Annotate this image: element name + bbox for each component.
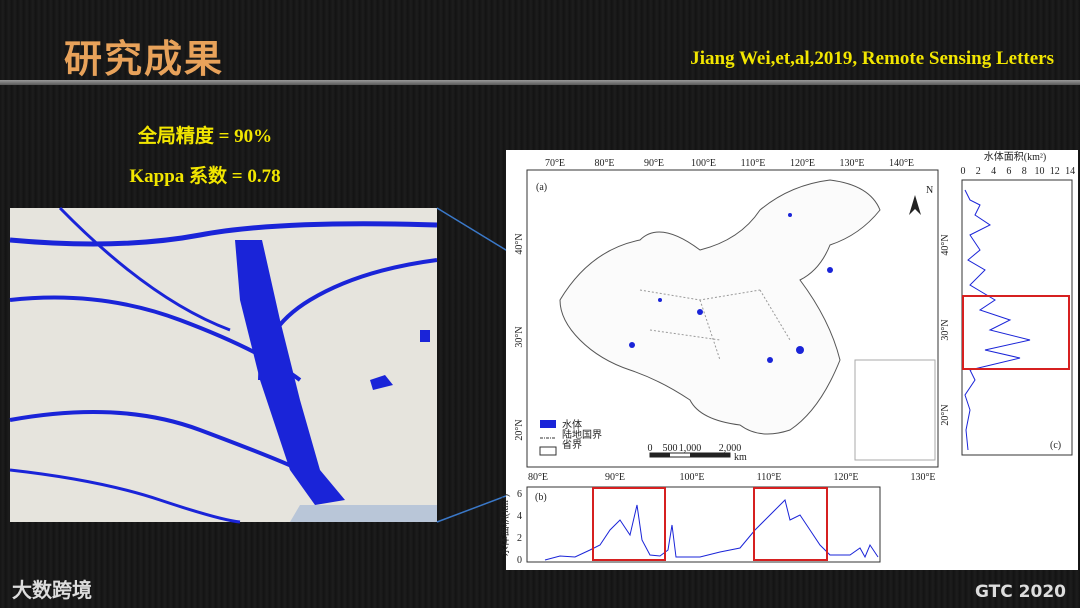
lat-label: 20°N: [514, 419, 525, 440]
china-outline: [559, 179, 881, 435]
lon-label: 80°E: [528, 472, 548, 483]
axis-label: 水体面积(km²): [499, 494, 511, 556]
x-tick-label: 10: [1035, 166, 1045, 177]
lat-label: 40°N: [940, 234, 951, 255]
lon-label: 120°E: [790, 158, 815, 169]
lon-label: 80°E: [594, 158, 614, 169]
lon-label: 90°E: [644, 158, 664, 169]
lon-label: 100°E: [679, 472, 704, 483]
x-tick-label: 6: [1006, 166, 1011, 177]
highlight-box: [753, 487, 828, 561]
scale-unit: km: [734, 452, 747, 463]
panel-title: 水体面积(km²): [984, 151, 1046, 163]
legend-swatch: [539, 446, 557, 456]
x-tick-label: 12: [1050, 166, 1060, 177]
scale-label: 500: [663, 443, 678, 454]
water-bodies: [629, 213, 833, 363]
lat-label: 40°N: [514, 233, 525, 254]
lon-label: 120°E: [833, 472, 858, 483]
citation: Jiang Wei,et,al,2019, Remote Sensing Let…: [690, 48, 1054, 69]
lon-label: 130°E: [910, 472, 935, 483]
x-tick-label: 2: [976, 166, 981, 177]
metric: 全局精度 = 90%: [137, 126, 273, 147]
scale-label: 2,000: [719, 443, 742, 454]
y-tick-label: 4: [517, 511, 522, 522]
water-area-series: [544, 499, 879, 561]
y-tick-label: 0: [517, 555, 522, 566]
scale-label: 1,000: [679, 443, 702, 454]
lat-label: 30°N: [514, 326, 525, 347]
slide-title: 研究成果: [64, 37, 225, 81]
y-tick-label: 6: [517, 489, 522, 500]
x-tick-label: 0: [961, 166, 966, 177]
lat-label: 30°N: [940, 319, 951, 340]
lon-label: 130°E: [839, 158, 864, 169]
lon-label: 110°E: [741, 158, 766, 169]
scale-bar: [650, 453, 670, 457]
legend-label: 水体: [562, 419, 582, 431]
x-tick-label: 8: [1022, 166, 1027, 177]
legend-label: 陆地国界: [562, 428, 602, 441]
highlight-box: [962, 295, 1070, 370]
panel-label: (b): [535, 492, 547, 503]
logo: 大数跨境: [12, 578, 92, 602]
highlight-box: [592, 487, 666, 561]
metric: Kappa 系数 = 0.78: [129, 166, 281, 187]
x-tick-label: 14: [1065, 166, 1075, 177]
lon-label: 100°E: [691, 158, 716, 169]
water-area-profile: [964, 189, 1031, 451]
lat-label: 20°N: [940, 404, 951, 425]
legend-label: 省界: [562, 438, 582, 451]
lon-label: 90°E: [605, 472, 625, 483]
scale-bar: [690, 453, 730, 457]
legend-swatch: [540, 420, 556, 428]
panel-label: (a): [536, 182, 547, 193]
lon-label: 140°E: [889, 158, 914, 169]
lon-label: 110°E: [757, 472, 782, 483]
event-name: GTC 2020: [975, 582, 1066, 602]
header-rule: [0, 80, 1080, 85]
province-borders: [639, 289, 791, 361]
x-tick-label: 4: [991, 166, 996, 177]
water-map-image: [9, 206, 438, 524]
scale-label: 0: [648, 443, 653, 454]
map-frame: [526, 169, 939, 468]
panel-label: (c): [1050, 440, 1061, 451]
panel-b-frame: [526, 486, 881, 563]
y-tick-label: 2: [517, 533, 522, 544]
north-arrow: [909, 195, 921, 215]
north-label: N: [926, 185, 933, 196]
inset-frame: [854, 359, 936, 461]
lon-label: 70°E: [545, 158, 565, 169]
